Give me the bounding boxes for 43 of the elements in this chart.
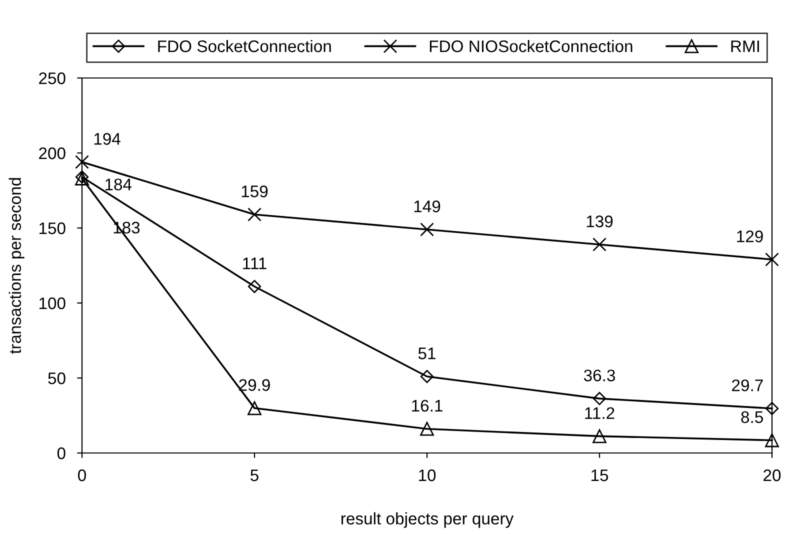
y-tick-label: 0 bbox=[57, 447, 66, 460]
legend-label: FDO NIOSocketConnection bbox=[430, 40, 632, 52]
data-label: 129 bbox=[737, 230, 763, 242]
data-label: 29.7 bbox=[732, 379, 763, 392]
point bbox=[420, 422, 434, 436]
point bbox=[765, 252, 779, 266]
x-tick-label: 0 bbox=[78, 469, 86, 482]
y-tick-label: 250 bbox=[39, 72, 66, 84]
x-tick-label: 10 bbox=[419, 469, 436, 482]
data-label: 51 bbox=[418, 348, 436, 360]
data-label: 159 bbox=[242, 186, 268, 198]
data-label: 29.9 bbox=[239, 379, 270, 391]
y-tick-label: 100 bbox=[39, 297, 66, 310]
legend-label: RMI bbox=[731, 40, 759, 52]
point bbox=[592, 238, 606, 252]
x-axis-title: result objects per query bbox=[341, 512, 514, 528]
point bbox=[75, 155, 89, 169]
point bbox=[592, 392, 606, 406]
y-tick-label: 150 bbox=[39, 222, 66, 234]
point bbox=[420, 370, 434, 384]
data-label: 149 bbox=[414, 200, 440, 212]
data-label: 139 bbox=[586, 216, 613, 228]
data-label: 184 bbox=[105, 178, 132, 190]
point bbox=[420, 222, 434, 236]
y-tick-label: 200 bbox=[39, 147, 66, 160]
point bbox=[248, 280, 262, 294]
x-tick-label: 5 bbox=[250, 470, 258, 482]
point bbox=[765, 402, 779, 416]
data-label: 8.5 bbox=[741, 411, 763, 424]
x-tick-label: 20 bbox=[764, 469, 781, 482]
data-label: 194 bbox=[94, 133, 120, 145]
point bbox=[248, 401, 262, 416]
point bbox=[592, 429, 606, 444]
legend-label: FDO SocketConnection bbox=[158, 40, 331, 52]
y-tick-label: 50 bbox=[48, 372, 66, 384]
data-label: 11.2 bbox=[585, 407, 614, 419]
point bbox=[248, 208, 262, 222]
data-label: 16.1 bbox=[412, 400, 442, 412]
x-tick-label: 15 bbox=[592, 470, 608, 482]
y-axis-title: transactions per second bbox=[8, 178, 24, 354]
data-label: 36.3 bbox=[584, 370, 615, 382]
point bbox=[765, 433, 779, 448]
data-label: 111 bbox=[243, 258, 266, 270]
